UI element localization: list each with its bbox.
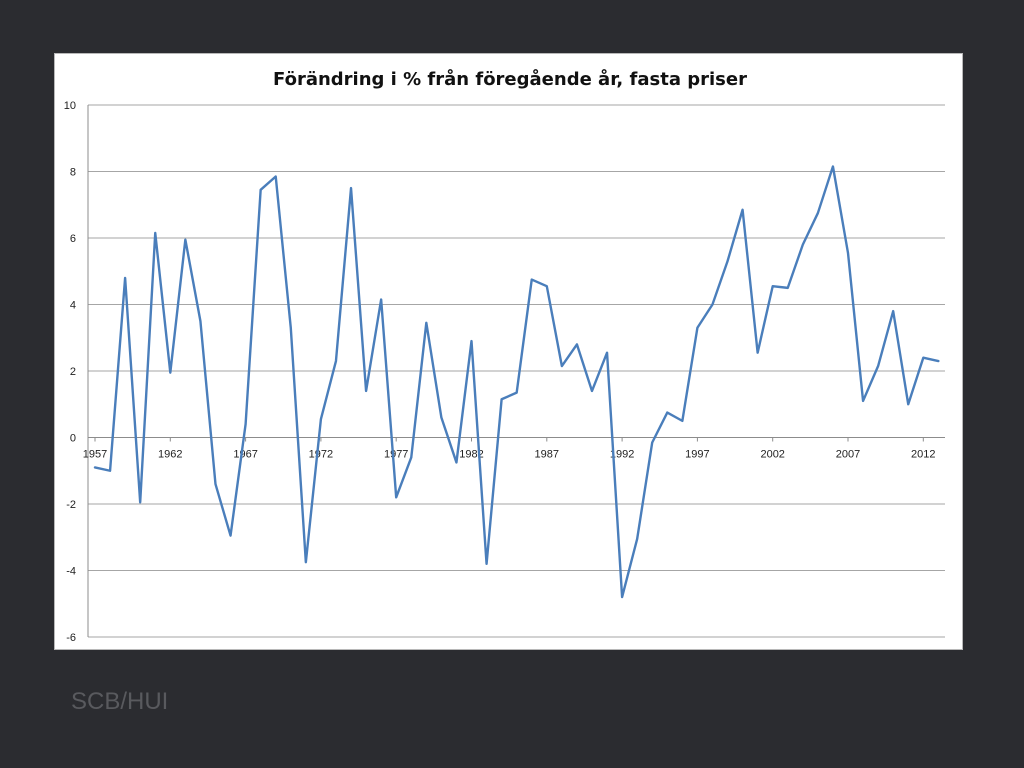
x-tick-label: 1967 <box>233 449 257 461</box>
x-tick-label: 2007 <box>836 449 860 461</box>
x-tick-label: 2002 <box>760 449 784 461</box>
series-layer <box>93 165 940 599</box>
x-tick-label: 1982 <box>459 449 483 461</box>
x-tick-label: 2012 <box>911 449 935 461</box>
source-label: SCB/HUI <box>71 688 169 715</box>
chart-title: Förändring i % från föregående år, fasta… <box>273 68 747 90</box>
axes <box>87 105 945 637</box>
x-tick-label: 1987 <box>535 449 559 461</box>
y-tick-label: 8 <box>70 167 76 179</box>
x-tick-label: 1962 <box>158 449 182 461</box>
x-tick-label: 1992 <box>610 449 634 461</box>
x-tick-label: 1977 <box>384 449 408 461</box>
y-tick-label: -6 <box>66 632 76 644</box>
y-tick-labels: -6 -4 -2 0 2 4 6 8 10 <box>64 100 76 644</box>
x-tick-label: 1972 <box>309 449 333 461</box>
y-tick-label: 10 <box>64 100 76 112</box>
y-tick-label: 4 <box>70 300 76 312</box>
series-line-0 <box>93 165 940 599</box>
y-tick-label: -2 <box>66 499 76 511</box>
x-tick-labels: 1957 1962 1967 1972 1977 1982 1987 1992 1997 2002… <box>83 449 936 461</box>
chart-area: Förändring i % från föregående år, fasta… <box>54 53 963 650</box>
y-tick-label: 0 <box>70 433 76 445</box>
y-tick-label: 2 <box>70 366 76 378</box>
x-tick-label: 1957 <box>83 449 107 461</box>
gridlines <box>88 104 945 638</box>
x-tick-label: 1997 <box>685 449 709 461</box>
y-tick-label: 6 <box>70 233 76 245</box>
line-chart: Förändring i % från föregående år, fasta… <box>64 68 945 644</box>
y-tick-label: -4 <box>66 566 76 578</box>
